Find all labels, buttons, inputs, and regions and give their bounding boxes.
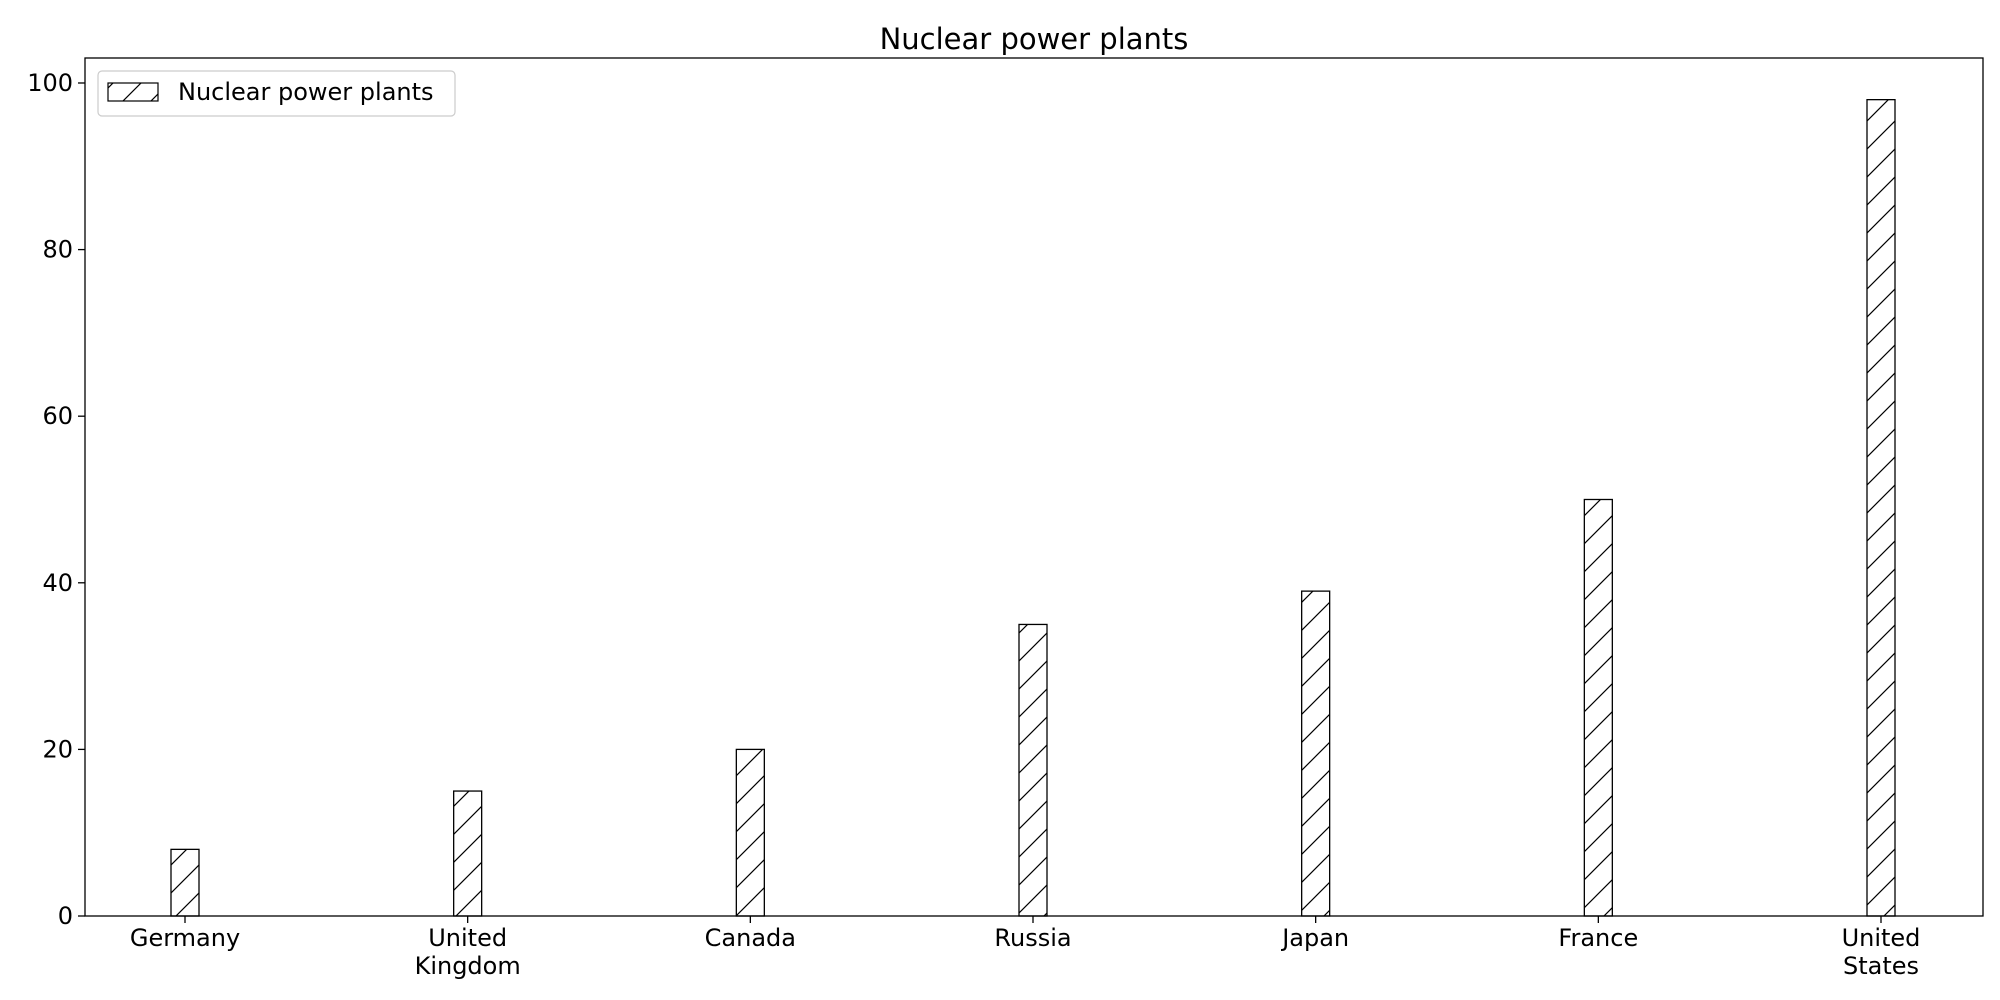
bar-4 [1301,590,1331,917]
bar-6 [1866,99,1896,917]
plot-frame [84,57,1984,917]
y-tick-label-1: 20 [42,735,73,763]
y-tick-label-4: 80 [42,236,73,264]
y-tick-label-3: 60 [42,402,73,430]
y-tick-label-2: 40 [42,569,73,597]
x-tick-label-4: Japan [1280,924,1349,952]
bar-1 [453,790,483,917]
x-tick-label-3: Russia [994,924,1071,952]
y-tick-label-0: 0 [58,902,73,930]
bar-2 [735,748,765,917]
x-axis: Germany United Kingdom Canada Russia Japan Fra… [130,916,1921,980]
legend-swatch [107,82,159,102]
y-axis: 0 20 40 60 80 100 [27,69,85,930]
x-tick-label-1: United Kingdom [415,924,521,980]
x-tick-label-6: United States [1842,924,1921,980]
x-tick-label-0: Germany [130,924,240,952]
legend-box [97,70,456,117]
x-tick-label-5: France [1558,924,1638,952]
bar-3 [1018,623,1048,917]
chart-title: Nuclear power plants [880,22,1189,56]
bar-0 [170,848,200,917]
legend: Nuclear power plants [97,70,456,117]
y-tick-label-5: 100 [27,69,73,97]
bar-5 [1583,498,1613,917]
x-tick-label-2: Canada [705,924,796,952]
legend-label: Nuclear power plants [178,78,434,106]
bars-group [170,99,1896,917]
